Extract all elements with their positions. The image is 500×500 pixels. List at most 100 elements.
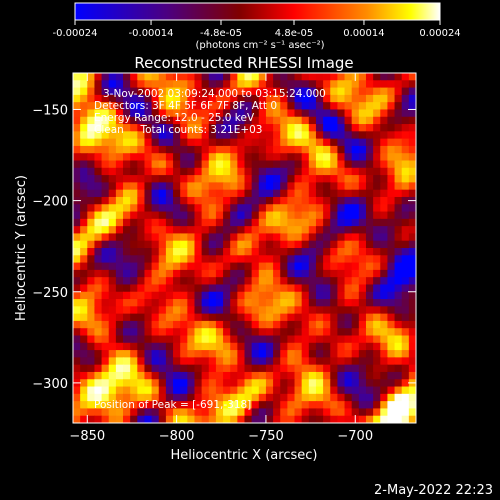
heatmap-cell bbox=[287, 386, 296, 395]
heatmap-cell bbox=[223, 138, 231, 147]
heatmap-cell bbox=[180, 218, 188, 227]
heatmap-cell bbox=[223, 248, 231, 256]
heatmap-cell bbox=[101, 401, 110, 410]
heatmap-cell bbox=[165, 248, 174, 256]
heatmap-cell bbox=[194, 393, 203, 402]
heatmap-cell bbox=[115, 408, 124, 417]
heatmap-cell bbox=[351, 124, 360, 132]
heatmap-cell bbox=[123, 415, 131, 423]
heatmap-cell bbox=[101, 350, 110, 358]
footer-timestamp: 2-May-2022 22:23 bbox=[374, 483, 493, 498]
heatmap-cell bbox=[323, 357, 331, 366]
heatmap-cell bbox=[380, 109, 389, 118]
heatmap-cell bbox=[180, 131, 188, 140]
heatmap-cell bbox=[244, 393, 253, 402]
heatmap-cell bbox=[180, 196, 188, 205]
heatmap-cell bbox=[137, 335, 146, 344]
heatmap-cell bbox=[223, 73, 231, 81]
heatmap-cell bbox=[165, 320, 174, 329]
heatmap-cell bbox=[323, 320, 331, 329]
heatmap-cell bbox=[258, 233, 267, 242]
y-tick-label: −250 bbox=[32, 286, 68, 301]
heatmap-cell bbox=[87, 196, 96, 205]
heatmap-cell bbox=[401, 364, 410, 373]
heatmap-cell bbox=[380, 386, 389, 395]
heatmap-cell bbox=[387, 145, 396, 154]
heatmap-cell bbox=[273, 145, 281, 154]
heatmap-cell bbox=[251, 277, 260, 286]
heatmap-cell bbox=[80, 153, 88, 162]
heatmap-cell bbox=[144, 204, 153, 213]
heatmap-cell bbox=[251, 87, 260, 96]
heatmap-cell bbox=[180, 116, 188, 125]
heatmap-cell bbox=[173, 145, 181, 154]
heatmap-cell bbox=[80, 248, 88, 256]
heatmap-cell bbox=[408, 204, 416, 213]
heatmap-cell bbox=[365, 393, 374, 402]
heatmap-cell bbox=[387, 248, 396, 256]
heatmap-cell bbox=[351, 379, 360, 388]
heatmap-cell bbox=[130, 218, 138, 227]
heatmap-cell bbox=[273, 408, 281, 417]
heatmap-cell bbox=[201, 240, 210, 249]
heatmap-cell bbox=[308, 196, 317, 205]
heatmap-cell bbox=[115, 211, 124, 220]
heatmap-cell bbox=[251, 364, 260, 373]
heatmap-cell bbox=[265, 94, 274, 103]
heatmap-cell bbox=[230, 386, 238, 395]
heatmap-cell bbox=[194, 240, 203, 249]
heatmap-cell bbox=[337, 189, 346, 198]
heatmap-cell bbox=[144, 306, 153, 315]
heatmap-cell bbox=[373, 153, 381, 162]
heatmap-cell bbox=[344, 342, 353, 351]
heatmap-cell bbox=[337, 371, 346, 380]
heatmap-cell bbox=[187, 291, 196, 300]
heatmap-cell bbox=[94, 357, 103, 366]
heatmap-cell bbox=[180, 408, 188, 417]
heatmap-cell bbox=[337, 116, 346, 125]
heatmap-cell bbox=[337, 415, 346, 423]
heatmap-cell bbox=[94, 248, 103, 256]
heatmap-cell bbox=[394, 73, 403, 81]
heatmap-cell bbox=[94, 196, 103, 205]
heatmap-cell bbox=[365, 116, 374, 125]
heatmap-cell bbox=[273, 299, 281, 307]
heatmap-cell bbox=[208, 175, 217, 183]
heatmap-cell bbox=[387, 379, 396, 388]
heatmap-cell bbox=[223, 328, 231, 337]
heatmap-cell bbox=[323, 240, 331, 249]
heatmap-cell bbox=[351, 189, 360, 198]
heatmap-cell bbox=[165, 408, 174, 417]
heatmap-cell bbox=[101, 313, 110, 322]
heatmap-cell bbox=[215, 386, 224, 395]
heatmap-cell bbox=[115, 328, 124, 337]
heatmap-cell bbox=[401, 145, 410, 154]
heatmap-cell bbox=[237, 299, 246, 307]
heatmap-cell bbox=[201, 291, 210, 300]
heatmap-cell bbox=[108, 335, 117, 344]
heatmap-cell bbox=[123, 342, 131, 351]
heatmap-cell bbox=[394, 145, 403, 154]
heatmap-cell bbox=[365, 386, 374, 395]
heatmap-cell bbox=[123, 116, 131, 125]
heatmap-cell bbox=[94, 189, 103, 198]
heatmap-cell bbox=[258, 371, 267, 380]
heatmap-cell bbox=[273, 175, 281, 183]
heatmap-cell bbox=[315, 226, 324, 235]
heatmap-cell bbox=[187, 182, 196, 191]
heatmap-cell bbox=[208, 211, 217, 220]
heatmap-cell bbox=[94, 386, 103, 395]
heatmap-cell bbox=[251, 189, 260, 198]
heatmap-cell bbox=[87, 131, 96, 140]
heatmap-cell bbox=[108, 379, 117, 388]
heatmap-cell bbox=[130, 386, 138, 395]
heatmap-cell bbox=[294, 145, 303, 154]
heatmap-cell bbox=[280, 80, 288, 89]
heatmap-cell bbox=[308, 277, 317, 286]
heatmap-cell bbox=[258, 306, 267, 315]
heatmap-cell bbox=[408, 124, 416, 132]
heatmap-cell bbox=[373, 335, 381, 344]
heatmap-cell bbox=[165, 371, 174, 380]
heatmap-cell bbox=[223, 87, 231, 96]
heatmap-cell bbox=[273, 226, 281, 235]
